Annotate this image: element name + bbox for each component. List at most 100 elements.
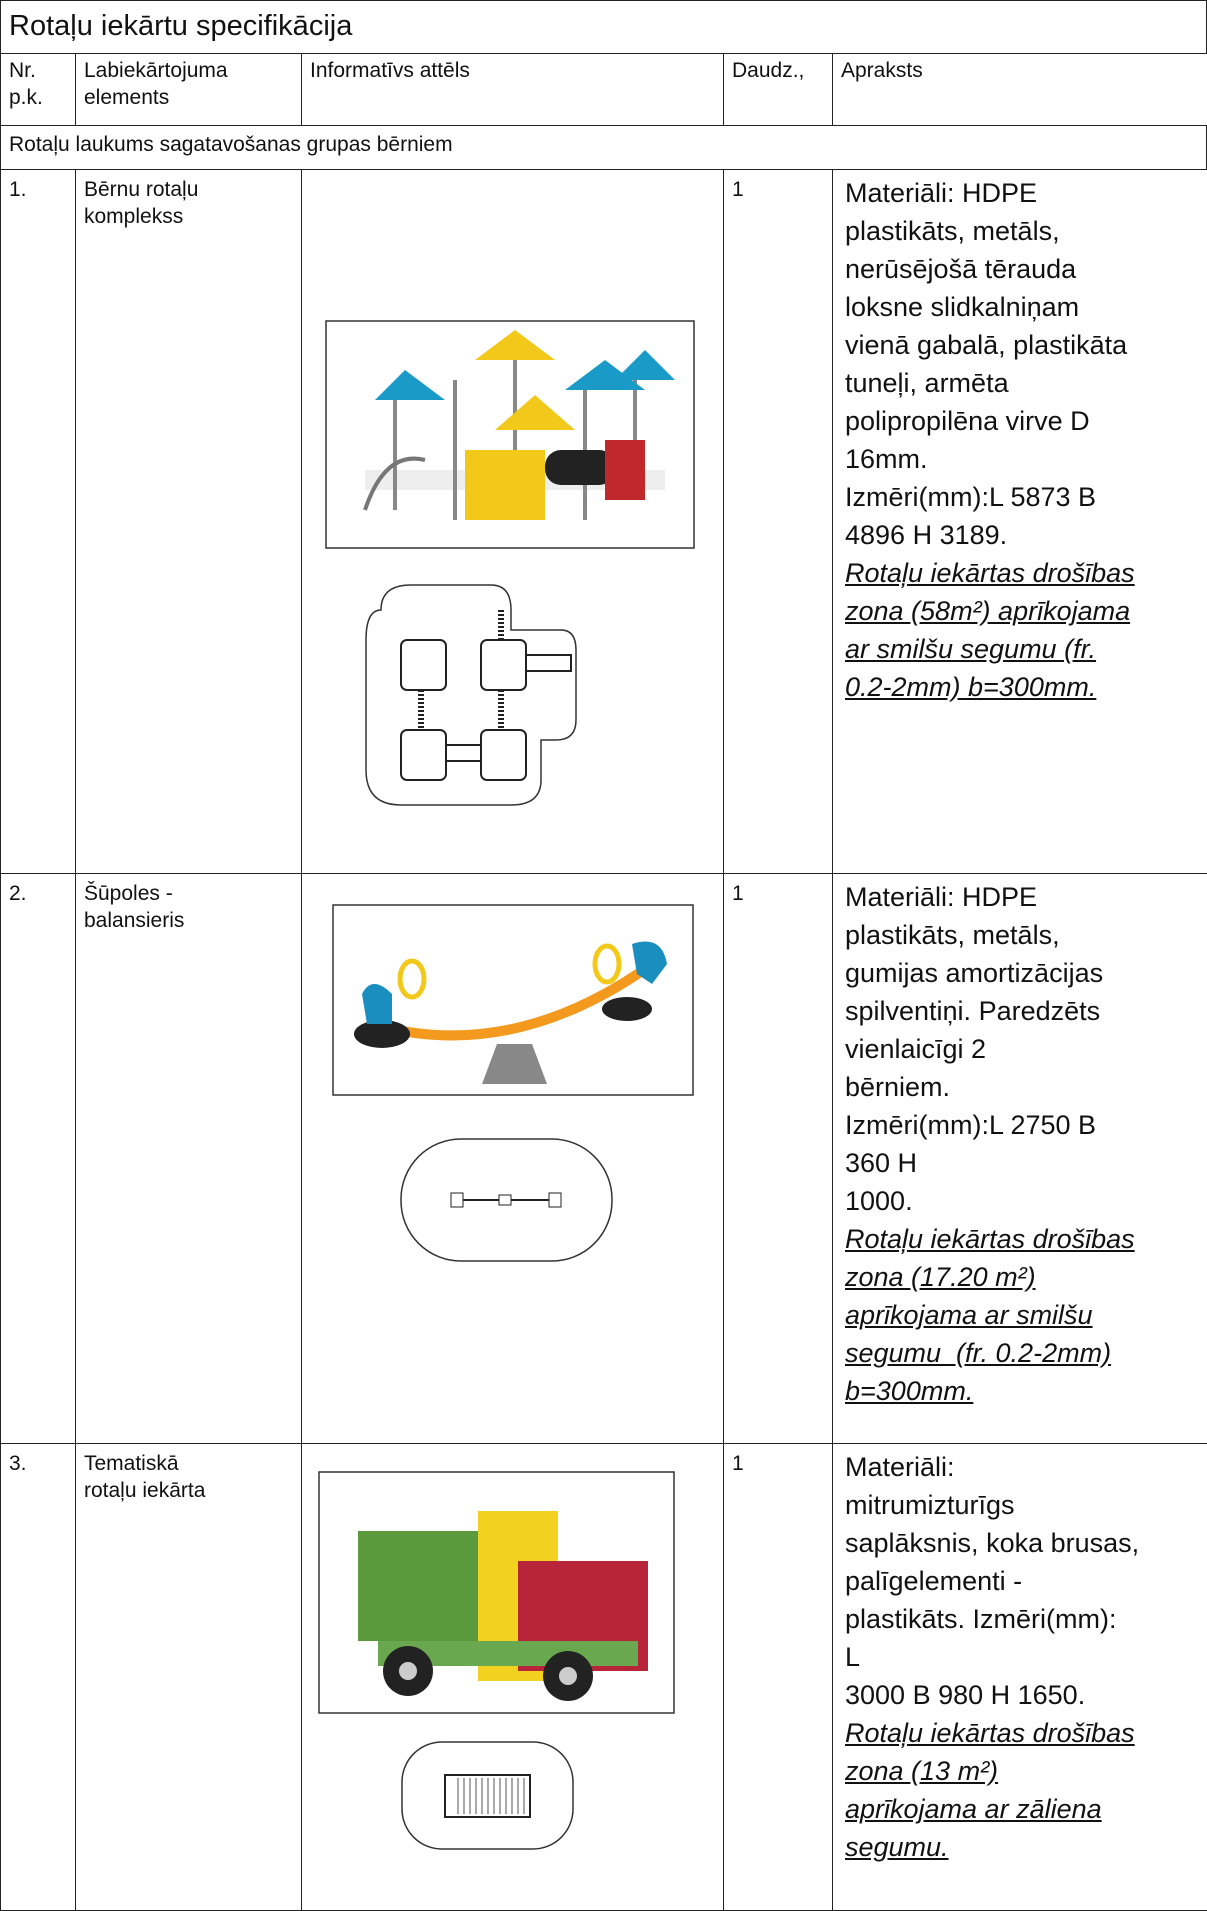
safety-zone-line: Rotaļu iekārtas drošības [845,1718,1135,1748]
shape [605,440,645,500]
quantity: 1 [732,1452,744,1475]
qty-cell: 1 [723,169,833,874]
shape [400,639,572,781]
header-text: p.k. [9,86,43,109]
header-cell: Nr. p.k. [0,53,76,126]
description-line: spilventiņi. Paredzēts [845,996,1101,1026]
description-line: plastikāts. Izmēri(mm): [845,1604,1117,1634]
quantity: 1 [732,178,744,201]
header-text: elements [84,86,170,109]
description-line: plastikāts, metāls, [845,920,1060,950]
description-cell: Materiāli: HDPE plastikāts, metāls, nerūsē… [832,169,1207,874]
shape [480,729,527,781]
shape [525,654,572,672]
element-cell: Šūpoles - balansieris [75,873,302,1444]
header-cell: Apraksts [832,53,1207,126]
shape [498,1194,512,1206]
shape [465,450,545,520]
element-name: Šūpoles - [84,882,173,905]
shape [602,997,652,1021]
shape [592,943,622,985]
header-cell: Labiekārtojuma elements [75,53,302,126]
description-line: plastikāts, metāls, [845,216,1060,246]
description-line: vienā gabalā, plastikāta [845,330,1128,360]
shape [375,370,445,400]
description-line: Materiāli: HDPE [845,178,1038,208]
description-cell: Materiāli: HDPE plastikāts, metāls, gumija… [832,873,1207,1444]
shape [400,729,447,781]
section-title: Rotaļu laukums sagatavošanas grupas bērn… [9,133,453,156]
element-name: rotaļu iekārta [84,1479,206,1502]
title-cell: Rotaļu iekārtu specifikācija [0,0,1207,54]
description-line: Materiāli: [845,1452,955,1482]
nr-cell: 1. [0,169,76,874]
shape [495,395,575,430]
shape [482,1044,547,1084]
qty-cell: 1 [723,1443,833,1911]
element-name: Tematiskā [84,1452,179,1475]
safety-zone-line: Rotaļu iekārtas drošības [845,558,1135,588]
description-line: 3000 B 980 H 1650. [845,1680,1086,1710]
shape [354,1020,410,1048]
header-text: Labiekārtojuma [84,59,228,82]
safety-zone-line: b=300mm. [845,1376,974,1406]
description-line: Materiāli: HDPE [845,882,1038,912]
safety-zone-line: zona (58m²) aprīkojama [845,596,1131,626]
row-number: 3. [9,1452,27,1475]
shape [565,360,645,390]
illustration [325,320,695,549]
shape [363,456,426,511]
shape [615,350,675,380]
safety-zone-line: aprīkojama ar smilšu [845,1300,1093,1330]
description-line: bērniem. [845,1072,951,1102]
safety-zone-line: 0.2-2mm) b=300mm. [845,672,1097,702]
qty-cell: 1 [723,873,833,1444]
header-cell: Informatīvs attēls [301,53,724,126]
safety-zone-line: segumu. [845,1832,949,1862]
illustration [332,904,694,1096]
description-line: nerūsējošā tērauda [845,254,1077,284]
safety-zone-line: zona (17.20 m²) [845,1262,1036,1292]
row-number: 2. [9,882,27,905]
element-name: komplekss [84,205,184,228]
shape [559,1667,577,1685]
shape [450,1192,464,1208]
shape [362,984,392,1024]
shape [400,639,447,691]
shape [548,1192,562,1208]
header-cell: Daudz., [723,53,833,126]
description-line: loksne slidkalniņam [845,292,1080,322]
shape [475,330,555,360]
element-cell: Tematiskā rotaļu iekārta [75,1443,302,1911]
shape [445,744,482,762]
element-name: balansieris [84,909,185,932]
description-line: polipropilēna virve D [845,406,1090,436]
header-text: Informatīvs attēls [310,59,470,82]
shape [632,941,667,984]
description-line: palīgelementi - [845,1566,1023,1596]
header-text: Apraksts [841,59,923,82]
shape [399,1662,417,1680]
description-line: Izmēri(mm):L 5873 B [845,482,1097,512]
nr-cell: 3. [0,1443,76,1911]
safety-zone-line: ar smilšu segumu (fr. [845,634,1097,664]
description-line: vienlaicīgi 2 [845,1034,987,1064]
nr-cell: 2. [0,873,76,1444]
shape [358,1531,478,1641]
description-line: gumijas amortizācijas [845,958,1104,988]
description-line: 4896 H 3189. [845,520,1008,550]
description-line: mitrumizturīgs [845,1490,1015,1520]
illustration [401,1741,574,1850]
illustration [365,584,577,806]
shape [365,584,577,806]
description-line: saplāksnis, koka brusas, [845,1528,1140,1558]
shape [545,450,615,485]
illustration [400,1138,613,1262]
description-line: L [845,1642,861,1672]
safety-zone-line: segumu (fr. 0.2-2mm) [845,1338,1112,1368]
element-name: Bērnu rotaļu [84,178,199,201]
quantity: 1 [732,882,744,905]
section-cell: Rotaļu laukums sagatavošanas grupas bērn… [0,125,1207,170]
description-line: tuneļi, armēta [845,368,1009,398]
